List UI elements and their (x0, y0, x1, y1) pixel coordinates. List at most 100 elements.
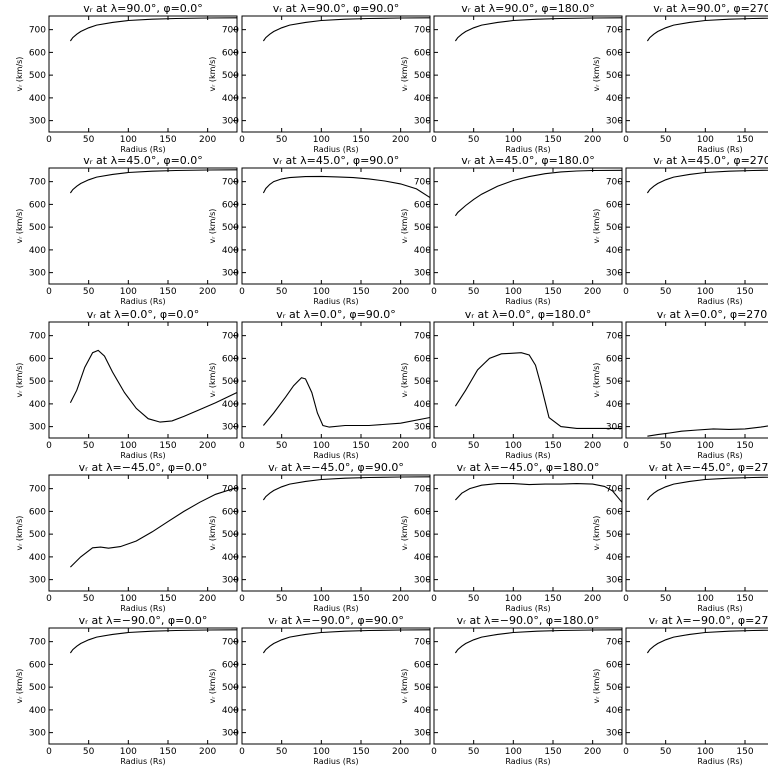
x-tick-label: 200 (392, 594, 409, 604)
y-tick-label: 300 (606, 117, 623, 127)
subplot-title: vᵣ at λ=−45.0°, φ=270.0° (649, 461, 768, 474)
y-tick-label: 400 (606, 553, 623, 563)
subplot-title: vᵣ at λ=90.0°, φ=270.0° (653, 2, 768, 15)
subplot: vᵣ at λ=0.0°, φ=180.0° 0 50 100 150 200 300 400… (400, 308, 623, 460)
velocity-line (69, 629, 238, 654)
x-tick-label: 0 (46, 135, 52, 145)
subplot-title: vᵣ at λ=−45.0°, φ=0.0° (79, 461, 208, 474)
x-tick-label: 100 (505, 747, 522, 757)
y-tick-label: 500 (606, 683, 623, 693)
y-tick-label: 700 (222, 178, 239, 188)
y-tick-label: 400 (29, 94, 46, 104)
x-tick-label: 150 (352, 287, 369, 297)
y-tick-label: 600 (606, 507, 623, 517)
x-axis-label: Radius (Rs) (505, 757, 550, 766)
y-axis-label: vᵣ (km/s) (15, 516, 24, 551)
subplot-title: vᵣ at λ=−90.0°, φ=0.0° (79, 614, 208, 627)
velocity-line (646, 476, 768, 501)
y-tick-label: 400 (222, 94, 239, 104)
y-tick-label: 500 (414, 223, 431, 233)
x-tick-label: 100 (505, 594, 522, 604)
x-tick-label: 200 (392, 747, 409, 757)
x-axis-label: Radius (Rs) (313, 451, 358, 460)
subplot-title: vᵣ at λ=−45.0°, φ=180.0° (457, 461, 600, 474)
plot-frame (241, 167, 431, 285)
x-tick-label: 0 (623, 594, 629, 604)
plot-frame (241, 321, 431, 439)
y-axis-label: vᵣ (km/s) (400, 57, 409, 92)
x-axis-label: Radius (Rs) (313, 145, 358, 154)
y-tick-label: 600 (222, 660, 239, 670)
x-axis-label: Radius (Rs) (697, 604, 742, 613)
y-axis-label: vᵣ (km/s) (592, 516, 601, 551)
y-tick-label: 600 (29, 200, 46, 210)
velocity-line (262, 17, 431, 42)
y-tick-label: 300 (414, 117, 431, 127)
plot-frame (48, 321, 238, 439)
y-tick-label: 600 (29, 48, 46, 58)
x-tick-label: 150 (544, 747, 561, 757)
x-axis-label: Radius (Rs) (120, 145, 165, 154)
subplot-title: vᵣ at λ=90.0°, φ=0.0° (83, 2, 203, 15)
y-tick-label: 500 (222, 530, 239, 540)
velocity-line (454, 17, 623, 42)
plot-frame (433, 167, 623, 285)
x-tick-label: 50 (83, 747, 95, 757)
y-tick-label: 300 (222, 269, 239, 279)
x-tick-label: 50 (276, 287, 288, 297)
y-tick-label: 500 (414, 377, 431, 387)
x-tick-label: 50 (276, 441, 288, 451)
y-tick-label: 700 (29, 485, 46, 495)
subplot-title: vᵣ at λ=0.0°, φ=270.0° (657, 308, 768, 321)
y-tick-label: 500 (606, 377, 623, 387)
x-tick-label: 0 (431, 747, 437, 757)
x-tick-label: 200 (199, 594, 216, 604)
plot-frame (241, 474, 431, 592)
subplot: vᵣ at λ=−45.0°, φ=270.0°0501001502003004… (592, 461, 768, 613)
y-tick-label: 600 (222, 354, 239, 364)
y-tick-label: 700 (414, 178, 431, 188)
x-tick-label: 50 (468, 135, 480, 145)
plot-frame (433, 474, 623, 592)
y-tick-label: 700 (414, 26, 431, 36)
subplot: vᵣ at λ=−45.0°, φ=0.0° 0 50 100 150 200 300 400… (15, 461, 238, 613)
x-axis-label: Radius (Rs) (697, 757, 742, 766)
x-tick-label: 0 (623, 747, 629, 757)
y-tick-label: 300 (414, 576, 431, 586)
plot-frame (48, 474, 238, 592)
x-tick-label: 200 (584, 747, 601, 757)
y-tick-label: 400 (222, 553, 239, 563)
y-axis-label: vᵣ (km/s) (208, 57, 217, 92)
y-tick-label: 700 (222, 332, 239, 342)
y-tick-label: 600 (222, 48, 239, 58)
x-tick-label: 0 (623, 287, 629, 297)
y-tick-label: 300 (606, 423, 623, 433)
x-tick-label: 50 (83, 441, 95, 451)
y-tick-label: 300 (414, 423, 431, 433)
y-axis-label: vᵣ (km/s) (400, 363, 409, 398)
y-tick-label: 500 (606, 223, 623, 233)
subplot: vᵣ at λ=90.0°, φ=0.0° 0 50 100 150 200 300 400 5… (15, 2, 238, 154)
x-tick-label: 0 (623, 441, 629, 451)
y-tick-label: 600 (606, 660, 623, 670)
y-tick-label: 500 (414, 530, 431, 540)
velocity-line (647, 425, 768, 437)
x-tick-label: 0 (46, 747, 52, 757)
x-tick-label: 100 (697, 594, 714, 604)
subplot-title: vᵣ at λ=−45.0°, φ=90.0° (268, 461, 404, 474)
velocity-line (262, 476, 431, 501)
x-tick-label: 50 (660, 747, 672, 757)
velocity-line (454, 352, 622, 429)
y-tick-label: 600 (606, 200, 623, 210)
y-tick-label: 700 (222, 485, 239, 495)
plot-frame (48, 15, 238, 133)
x-tick-label: 200 (584, 441, 601, 451)
velocity-line (69, 349, 238, 423)
x-axis-label: Radius (Rs) (120, 297, 165, 306)
subplot-title: vᵣ at λ=0.0°, φ=90.0° (276, 308, 396, 321)
y-tick-label: 600 (606, 354, 623, 364)
y-tick-label: 700 (222, 26, 239, 36)
x-tick-label: 200 (199, 287, 216, 297)
y-tick-label: 700 (29, 638, 46, 648)
x-tick-label: 150 (352, 594, 369, 604)
